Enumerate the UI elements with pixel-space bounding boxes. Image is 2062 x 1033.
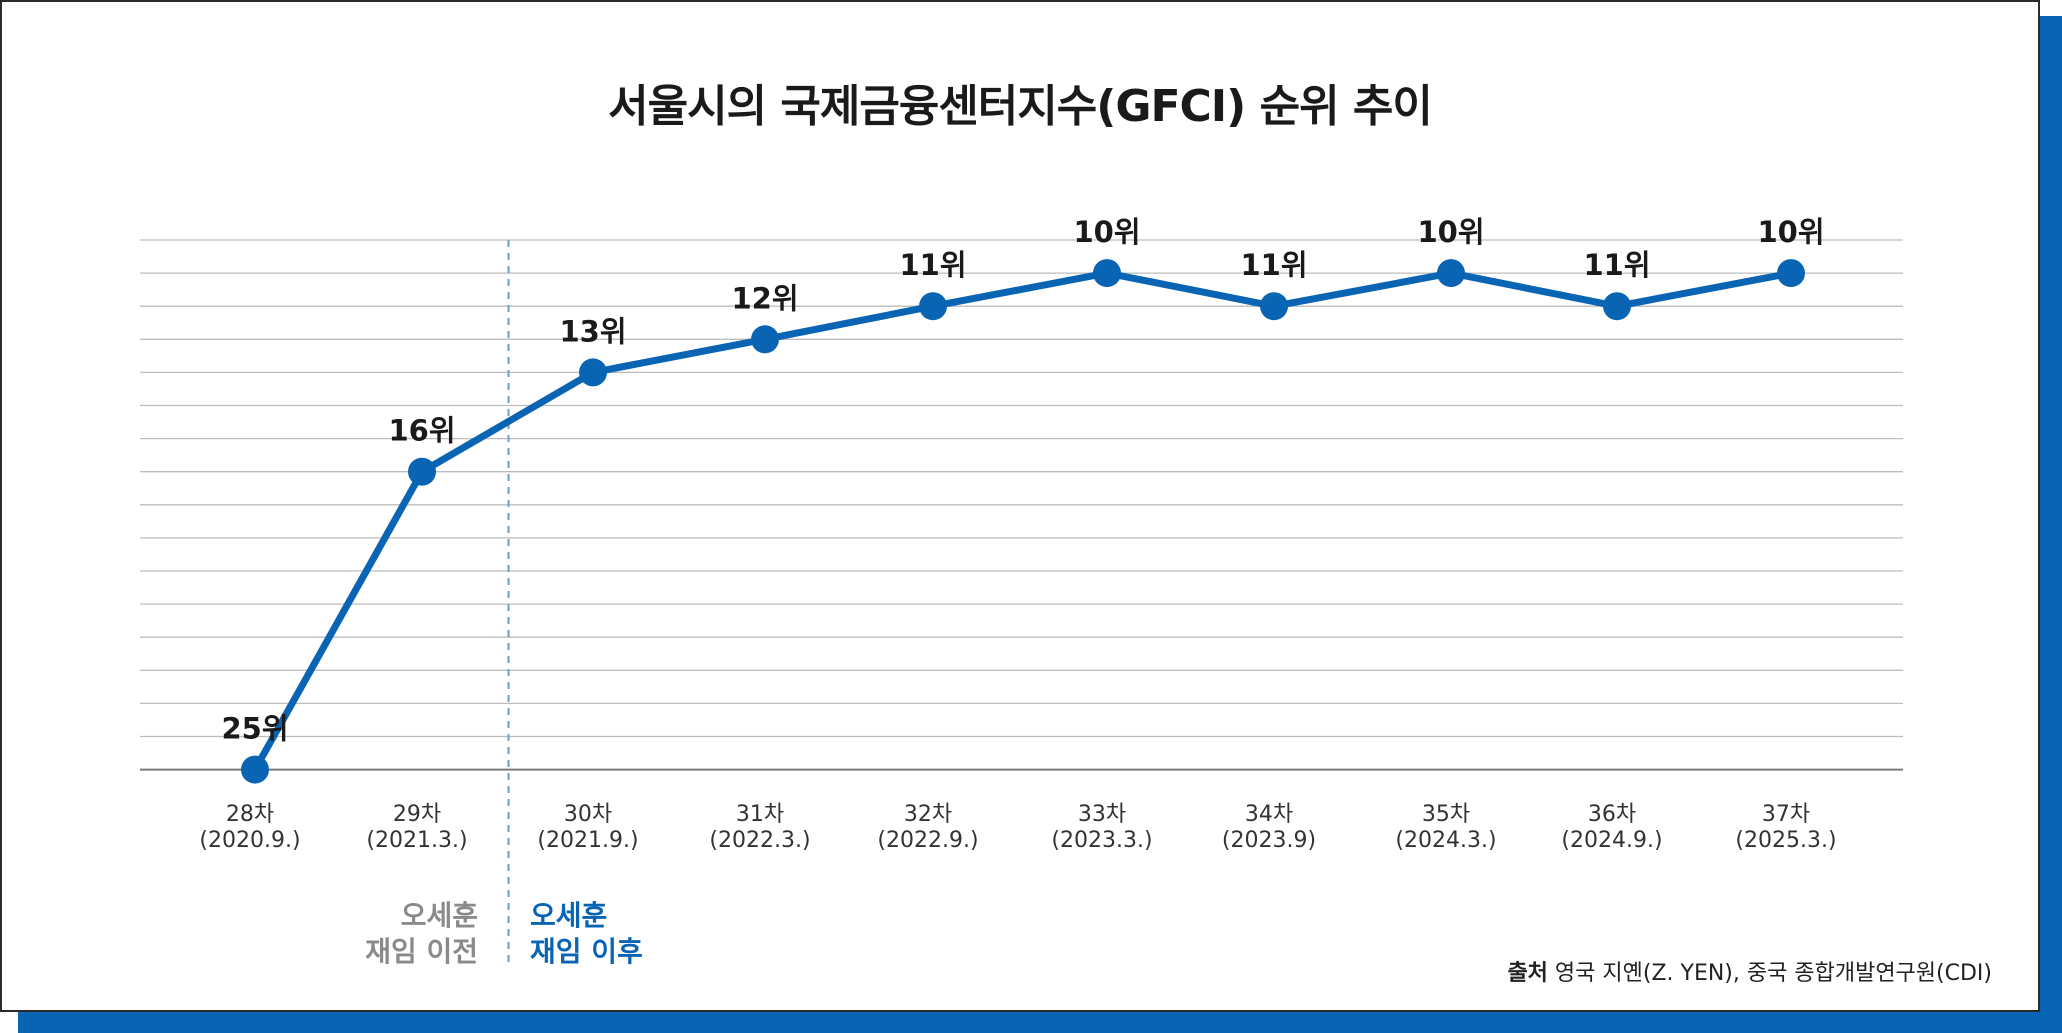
data-label: 13위 bbox=[559, 314, 626, 348]
x-tick-sublabel: (2024.9.) bbox=[1561, 828, 1662, 853]
x-tick-label: 32차 bbox=[904, 802, 952, 827]
x-tick-label: 37차 bbox=[1762, 802, 1810, 827]
data-point bbox=[1093, 259, 1121, 288]
data-point bbox=[579, 358, 607, 387]
data-point bbox=[1777, 259, 1805, 288]
x-tick-sublabel: (2023.3.) bbox=[1051, 828, 1152, 853]
era-before-label: 오세훈 재임 이전 bbox=[320, 898, 478, 970]
x-tick-sublabel: (2021.9.) bbox=[537, 828, 638, 853]
x-tick-sublabel: (2021.3.) bbox=[366, 828, 467, 853]
x-tick-label: 29차 bbox=[393, 802, 441, 827]
x-tick-label: 36차 bbox=[1588, 802, 1636, 827]
x-tick-sublabel: (2022.9.) bbox=[877, 828, 978, 853]
x-tick-label: 30차 bbox=[564, 802, 612, 827]
data-point bbox=[408, 457, 436, 486]
data-point bbox=[1603, 292, 1631, 321]
x-tick-label: 34차 bbox=[1245, 802, 1293, 827]
chart-card bbox=[0, 0, 2040, 1012]
data-point bbox=[1437, 259, 1465, 288]
x-tick-sublabel: (2022.3.) bbox=[709, 828, 810, 853]
series-line bbox=[251, 269, 1795, 774]
data-point bbox=[241, 755, 269, 784]
x-tick-sublabel: (2023.9) bbox=[1222, 828, 1316, 853]
era-after-label: 오세훈 재임 이후 bbox=[530, 898, 750, 970]
source-text: 영국 지옌(Z. YEN), 중국 종합개발연구원(CDI) bbox=[1554, 961, 1992, 986]
data-label: 16위 bbox=[388, 414, 455, 448]
era-before-line2: 재임 이전 bbox=[365, 935, 478, 968]
data-label: 25위 bbox=[221, 712, 288, 746]
x-tick-sublabel: (2024.3.) bbox=[1395, 828, 1496, 853]
era-after-line2: 재임 이후 bbox=[530, 935, 643, 968]
era-after-line1: 오세훈 bbox=[530, 899, 608, 932]
data-point bbox=[919, 292, 947, 321]
data-label: 10위 bbox=[1073, 215, 1140, 249]
x-tick-label: 28차 bbox=[226, 802, 274, 827]
data-point bbox=[1260, 292, 1288, 321]
x-tick-label: 31차 bbox=[736, 802, 784, 827]
x-tick-label: 33차 bbox=[1078, 802, 1126, 827]
x-tick-sublabel: (2020.9.) bbox=[199, 828, 300, 853]
data-label: 11위 bbox=[1240, 248, 1307, 282]
data-label: 11위 bbox=[899, 248, 966, 282]
source-note: 출처 영국 지옌(Z. YEN), 중국 종합개발연구원(CDI) bbox=[1507, 955, 1992, 987]
data-label: 12위 bbox=[731, 281, 798, 315]
x-tick-label: 35차 bbox=[1422, 802, 1470, 827]
data-label: 10위 bbox=[1417, 215, 1484, 249]
source-label: 출처 bbox=[1507, 961, 1548, 986]
data-label: 11위 bbox=[1583, 248, 1650, 282]
era-before-line1: 오세훈 bbox=[400, 899, 478, 932]
data-point bbox=[751, 325, 779, 354]
x-tick-sublabel: (2025.3.) bbox=[1735, 828, 1836, 853]
data-label: 10위 bbox=[1757, 215, 1824, 249]
chart-title: 서울시의 국제금융센터지수(GFCI) 순위 추이 bbox=[608, 81, 1433, 132]
